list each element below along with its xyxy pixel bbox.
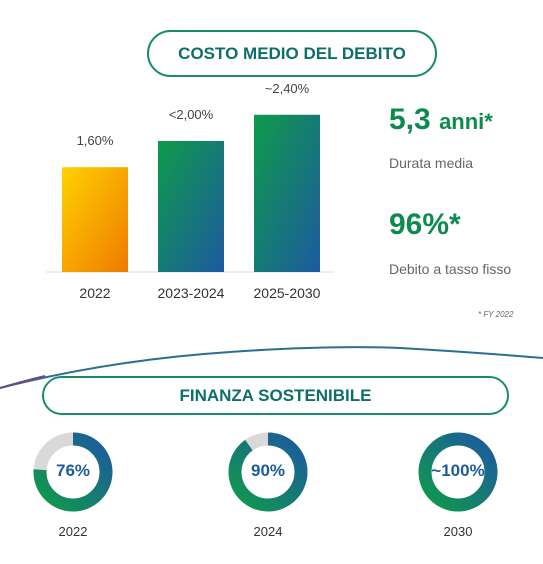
bar-category-label: 2022: [79, 285, 111, 301]
donut-arc-2024: [228, 432, 308, 512]
kpi-fixed-rate-label: Debito a tasso fisso: [389, 261, 512, 277]
donut-arc-2022: [33, 432, 113, 512]
kpi-duration-label: Durata media: [389, 155, 474, 171]
bar-value-label: 1,60%: [76, 133, 114, 149]
kpi-duration-number: 5,3: [389, 103, 431, 136]
donut-year-label: 2024: [253, 524, 283, 539]
donut-value-label: 76%: [55, 461, 91, 480]
donut-year-label: 2030: [443, 524, 473, 539]
section-title-text: COSTO MEDIO DEL DEBITO: [178, 43, 406, 63]
bar-category-label: 2023-2024: [157, 285, 225, 301]
bar-2022: [62, 167, 128, 272]
section-title-costo-medio: COSTO MEDIO DEL DEBITO: [147, 30, 437, 77]
donut-value-label: 90%: [250, 461, 286, 480]
donut-arc-2030: [418, 432, 498, 512]
bar-2025-2030: [254, 114, 320, 272]
bar-2023-2024: [158, 140, 224, 272]
kpi-duration-value: 5,3 anni*: [389, 103, 493, 137]
section-title-text-2: FINANZA SOSTENIBILE: [179, 385, 372, 405]
kpi-fixed-rate-value: 96%*: [389, 208, 461, 241]
donut-value-label: ~100%: [431, 461, 485, 480]
bar-category-label: 2025-2030: [253, 285, 321, 301]
bar-chart: [46, 114, 334, 273]
bar-value-label: <2,00%: [168, 106, 214, 122]
bar-value-label: ~2,40%: [264, 80, 310, 96]
kpi-duration-unit: anni*: [439, 109, 493, 134]
footnote: * FY 2022: [478, 310, 514, 319]
section-title-finanza-sostenibile: FINANZA SOSTENIBILE: [42, 376, 509, 415]
donut-year-label: 2022: [58, 524, 88, 539]
